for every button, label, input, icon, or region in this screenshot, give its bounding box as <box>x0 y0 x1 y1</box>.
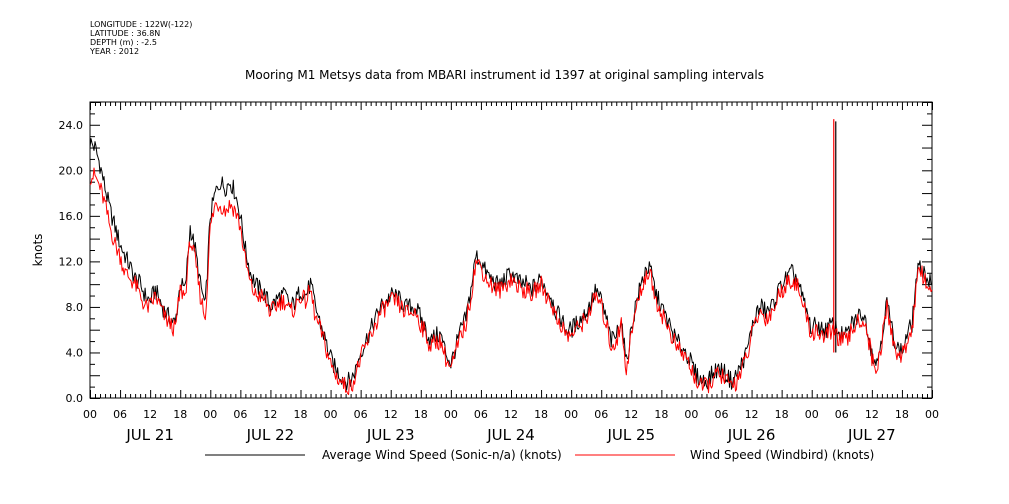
y-axis-label: knots <box>31 234 45 267</box>
x-hour-label: 00 <box>324 408 338 421</box>
series-line-windbird <box>89 167 933 396</box>
x-hour-label: 00 <box>203 408 217 421</box>
x-hour-label: 06 <box>474 408 488 421</box>
x-hour-label: 06 <box>594 408 608 421</box>
x-hour-label: 00 <box>925 408 939 421</box>
x-date-label: JUL 24 <box>486 426 535 444</box>
x-date-label: JUL 25 <box>606 426 655 444</box>
x-hour-label: 12 <box>263 408 277 421</box>
x-hour-label: 12 <box>384 408 398 421</box>
x-hour-label: 18 <box>775 408 789 421</box>
x-hour-label: 06 <box>233 408 247 421</box>
series-layer <box>89 119 933 396</box>
legend-layer: Average Wind Speed (Sonic-n/a) (knots) Wi… <box>205 448 874 462</box>
x-hour-label: 18 <box>294 408 308 421</box>
x-hour-label: 00 <box>564 408 578 421</box>
y-tick-label: 4.0 <box>66 346 84 359</box>
x-hour-label: 12 <box>624 408 638 421</box>
meta-latitude: LATITUDE : 36.8N <box>90 29 161 38</box>
x-hour-label: 18 <box>895 408 909 421</box>
chart-title: Mooring M1 Metsys data from MBARI instru… <box>245 68 764 82</box>
plot-frame <box>89 101 933 399</box>
x-hour-label: 06 <box>835 408 849 421</box>
x-date-label: JUL 22 <box>246 426 295 444</box>
metadata-block: LONGITUDE : 122W(-122) LATITUDE : 36.8N … <box>90 20 192 56</box>
y-tick-label: 0.0 <box>66 392 84 405</box>
x-hour-label: 12 <box>143 408 157 421</box>
x-hour-label: 18 <box>173 408 187 421</box>
x-hour-label: 00 <box>83 408 97 421</box>
y-tick-label: 16.0 <box>59 210 84 223</box>
meta-longitude: LONGITUDE : 122W(-122) <box>90 20 193 29</box>
y-tick-label: 8.0 <box>66 301 84 314</box>
x-date-label: JUL 21 <box>125 426 174 444</box>
x-hour-label: 12 <box>745 408 759 421</box>
x-hour-label: 00 <box>684 408 698 421</box>
legend-label-sonic: Average Wind Speed (Sonic-n/a) (knots) <box>322 448 562 462</box>
series-line-sonic <box>89 138 933 391</box>
legend-label-windbird: Wind Speed (Windbird) (knots) <box>690 448 874 462</box>
meta-depth: DEPTH (m) : -2.5 <box>90 38 157 47</box>
x-hour-label: 18 <box>534 408 548 421</box>
y-tick-label: 24.0 <box>59 119 84 132</box>
x-hour-label: 06 <box>113 408 127 421</box>
x-hour-label: 00 <box>805 408 819 421</box>
x-hour-label: 06 <box>715 408 729 421</box>
y-tick-label: 20.0 <box>59 164 84 177</box>
meta-year: YEAR : 2012 <box>90 47 140 56</box>
x-date-label: JUL 27 <box>847 426 896 444</box>
x-hour-label: 00 <box>444 408 458 421</box>
x-hour-label: 12 <box>504 408 518 421</box>
x-hour-label: 18 <box>654 408 668 421</box>
axes-layer <box>89 101 933 399</box>
x-date-label: JUL 26 <box>727 426 776 444</box>
x-hour-label: 12 <box>865 408 879 421</box>
x-hour-label: 18 <box>414 408 428 421</box>
x-date-label: JUL 23 <box>366 426 415 444</box>
x-hour-label: 06 <box>354 408 368 421</box>
labels-layer: 0.0 4.0 8.0 12.0 16.0 20.0 24.0 knots 00 06 12 18 00… <box>31 119 939 444</box>
y-tick-label: 12.0 <box>59 255 84 268</box>
